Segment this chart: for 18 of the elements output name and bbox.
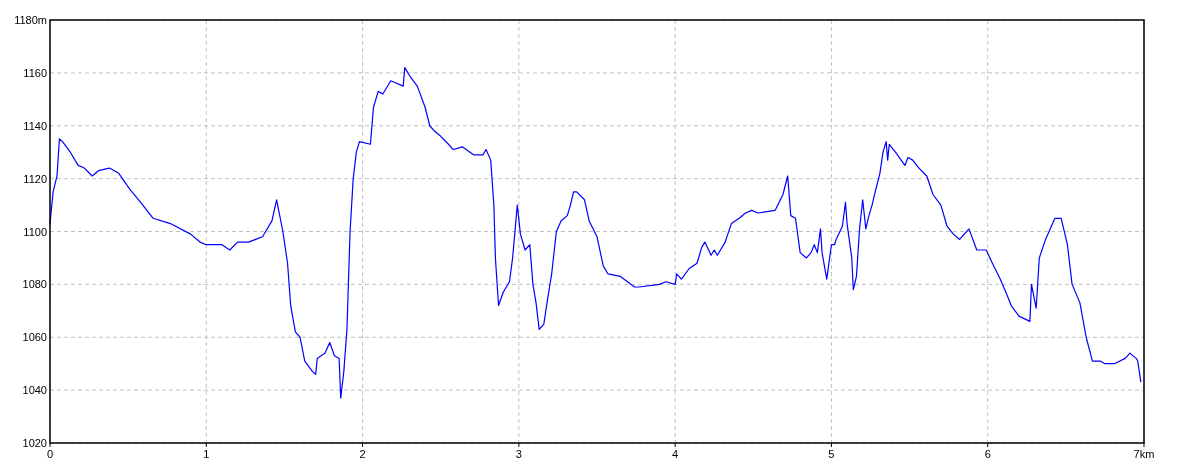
x-tick-label: 7km: [1133, 448, 1155, 460]
y-tick-label: 1180m: [14, 14, 47, 26]
y-tick-label: 1020: [22, 437, 47, 449]
x-tick-label: 2: [359, 448, 366, 460]
x-tick-label: 5: [828, 448, 835, 460]
x-tick-label: 1: [203, 448, 210, 460]
x-tick-label: 3: [515, 448, 522, 460]
x-tick-label: 6: [984, 448, 991, 460]
y-tick-label: 1060: [22, 331, 47, 344]
y-tick-label: 1120: [23, 172, 47, 185]
y-tick-label: 1080: [22, 278, 47, 291]
y-tick-label: 1140: [23, 119, 47, 132]
x-tick-label: 4: [672, 448, 679, 460]
line-series: [49, 66, 1142, 399]
y-tick-label: 1160: [23, 66, 47, 79]
x-tick-label: 0: [46, 448, 54, 460]
y-tick-label: 1040: [22, 384, 47, 397]
y-tick-label: 1100: [23, 225, 47, 238]
